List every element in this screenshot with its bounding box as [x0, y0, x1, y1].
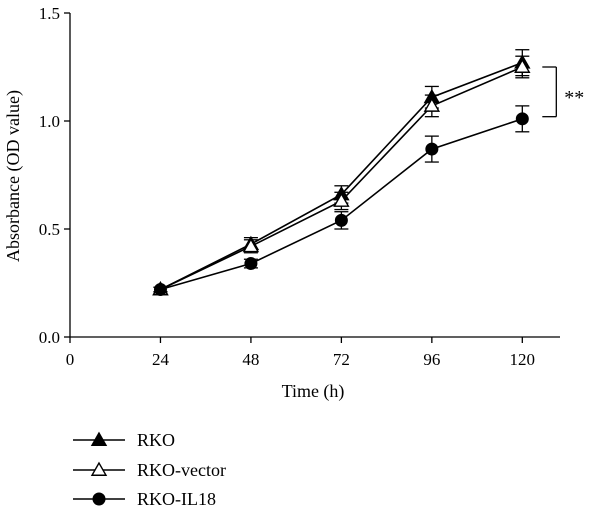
legend: RKO RKO-vector RKO-IL18 — [73, 430, 226, 509]
x-tick-label: 48 — [242, 350, 259, 369]
legend-marker — [90, 461, 108, 476]
legend-marker — [90, 431, 108, 446]
y-tick-label: 0.0 — [39, 328, 60, 347]
y-tick-label: 0.5 — [39, 220, 60, 239]
significance-bracket: ** — [542, 66, 584, 118]
y-tick-label: 1.5 — [39, 4, 60, 23]
legend-label: RKO-IL18 — [137, 489, 216, 509]
x-axis-title: Time (h) — [282, 381, 345, 402]
data-point — [242, 237, 260, 253]
data-point — [515, 112, 529, 126]
data-point — [514, 58, 531, 73]
legend-item-2: RKO-IL18 — [73, 489, 216, 509]
series-2 — [153, 105, 530, 296]
data-point — [153, 282, 167, 296]
series-line — [160, 61, 523, 291]
series-line — [160, 66, 523, 291]
series-0 — [152, 49, 531, 296]
x-tick-label: 96 — [423, 350, 440, 369]
data-point — [423, 97, 441, 112]
significance-label: ** — [564, 87, 584, 109]
axes: 0.0 0.5 1.0 1.5 0 24 48 72 96 120 — [39, 4, 560, 369]
series-layer — [152, 49, 531, 296]
legend-label: RKO-vector — [137, 460, 226, 480]
x-tick-label: 0 — [66, 350, 75, 369]
y-tick-label: 1.0 — [39, 112, 60, 131]
legend-item-1: RKO-vector — [73, 460, 226, 480]
y-axis-title: Absorbance (OD value) — [3, 90, 24, 262]
data-point — [334, 213, 348, 227]
data-point — [244, 257, 258, 271]
series-1 — [152, 55, 531, 296]
data-point — [425, 142, 439, 156]
data-point — [333, 192, 350, 207]
legend-marker — [92, 492, 106, 506]
legend-label: RKO — [137, 430, 175, 450]
x-tick-label: 72 — [333, 350, 350, 369]
x-tick-label: 120 — [510, 350, 536, 369]
legend-item-0: RKO — [73, 430, 175, 450]
x-tick-label: 24 — [152, 350, 170, 369]
